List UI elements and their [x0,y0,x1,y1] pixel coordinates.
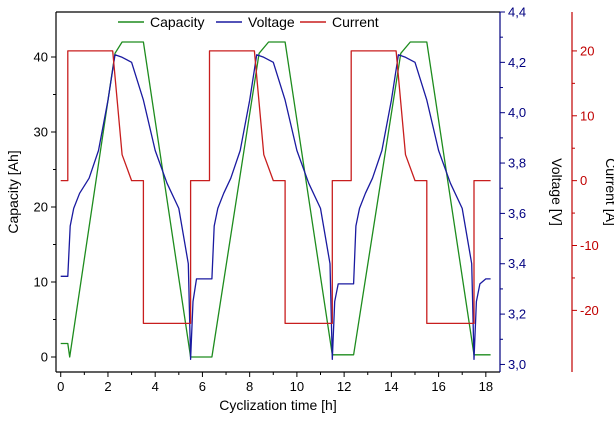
voltage-tick-label: 3,6 [508,206,526,221]
x-tick-label: 18 [479,379,493,394]
voltage-tick-label: 4,2 [508,55,526,70]
voltage-axis-title: Voltage [V] [549,158,565,226]
series-line-voltage [60,54,491,361]
legend-label-current: Current [332,14,379,30]
current-tick-label: -20 [580,303,599,318]
voltage-tick-label: 3,0 [508,357,526,372]
axes-group: 0 2 4 6 8 10 12 14 16 18 Cyclization time [h] 0 10 20… [5,5,614,414]
x-tick-label: 6 [199,379,206,394]
x-tick-label: 14 [384,379,398,394]
capacity-axis-title: Capacity [Ah] [5,150,21,233]
capacity-tick-label: 0 [41,350,48,365]
current-tick-label: 0 [580,173,587,188]
x-tick-label: 10 [290,379,304,394]
x-tick-label: 12 [337,379,351,394]
voltage-tick-label: 3,4 [508,256,526,271]
current-tick-label: -10 [580,238,599,253]
current-axis-title: Current [A] [603,158,614,226]
series-line-current [60,50,491,325]
series-group [60,41,491,361]
voltage-tick-label: 4,0 [508,105,526,120]
capacity-tick-label: 30 [34,125,48,140]
legend-label-voltage: Voltage [248,14,295,30]
voltage-tick-label: 3,2 [508,307,526,322]
voltage-tick-label: 3,8 [508,156,526,171]
x-tick-label: 8 [246,379,253,394]
x-tick-label: 16 [431,379,445,394]
series-line-capacity [60,41,491,358]
legend: Capacity Voltage Current [118,14,379,30]
current-tick-label: 10 [580,108,594,123]
capacity-tick-label: 10 [34,275,48,290]
voltage-tick-label: 4,4 [508,5,526,20]
x-tick-label: 4 [152,379,159,394]
x-tick-label: 2 [104,379,111,394]
capacity-tick-label: 40 [34,50,48,65]
current-tick-label: 20 [580,43,594,58]
x-tick-label: 0 [57,379,64,394]
capacity-tick-label: 20 [34,200,48,215]
legend-label-capacity: Capacity [150,14,204,30]
x-axis-title: Cyclization time [h] [219,397,336,413]
